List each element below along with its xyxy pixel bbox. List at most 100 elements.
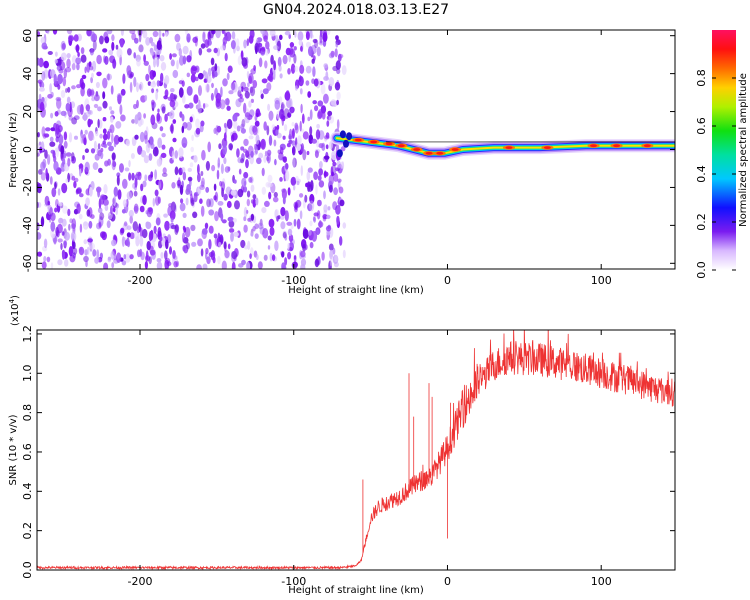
snr-xtick-label: 100 (591, 575, 612, 588)
noise-speck (81, 82, 86, 90)
spectrogram-ylabel: Frequency (Hz) (8, 112, 19, 188)
noise-speck (84, 66, 87, 74)
noise-speck (302, 131, 309, 140)
noise-speck (235, 38, 240, 49)
noise-speck (93, 140, 97, 151)
noise-speck (140, 118, 144, 126)
noise-speck (248, 177, 253, 183)
noise-speck (103, 55, 106, 63)
track-hotspot (436, 151, 444, 155)
noise-speck (151, 88, 155, 94)
noise-speck (67, 157, 71, 167)
noise-speck (84, 129, 88, 135)
spectrogram-xlabel: Height of straight line (km) (288, 285, 424, 296)
spectrogram-xtick-label: -200 (128, 274, 153, 287)
noise-speck (88, 110, 93, 115)
noise-speck (120, 88, 126, 96)
noise-speck (239, 93, 243, 99)
noise-speck (47, 204, 53, 215)
noise-speck (153, 57, 156, 68)
noise-speck (335, 42, 339, 48)
noise-speck (274, 240, 279, 252)
noise-speck (143, 155, 149, 164)
noise-speck (287, 228, 293, 236)
noise-speck (318, 143, 324, 149)
noise-speck (247, 217, 252, 222)
noise-speck (291, 140, 296, 146)
noise-speck (313, 78, 319, 87)
noise-speck (285, 163, 289, 170)
noise-speck (120, 114, 126, 122)
noise-speck (186, 33, 191, 43)
noise-speck (133, 76, 137, 88)
noise-speck (169, 246, 172, 255)
noise-speck (281, 251, 285, 258)
noise-speck (250, 184, 255, 192)
noise-speck (224, 250, 231, 259)
noise-speck (186, 242, 190, 250)
noise-speck (288, 47, 294, 55)
track-burst (339, 130, 346, 139)
noise-speck (254, 42, 259, 53)
noise-speck (230, 40, 236, 50)
noise-speck (294, 65, 299, 72)
noise-speck (47, 51, 53, 55)
noise-speck (71, 117, 77, 125)
noise-speck (305, 31, 310, 41)
noise-speck (85, 104, 91, 112)
noise-speck (342, 249, 346, 259)
spectrogram-ytick-label: -40 (21, 216, 34, 234)
noise-speck (333, 261, 339, 268)
noise-speck (331, 150, 338, 161)
noise-speck (249, 253, 252, 259)
noise-speck (202, 31, 206, 43)
noise-speck (181, 137, 188, 149)
noise-speck (100, 194, 106, 201)
noise-speck (206, 256, 211, 265)
noise-speck (273, 191, 278, 198)
spectrogram-ytick-label: 40 (21, 67, 34, 81)
noise-speck (106, 220, 111, 229)
noise-speck (43, 238, 48, 249)
noise-speck (220, 181, 226, 192)
noise-speck (310, 30, 313, 39)
noise-speck (198, 47, 203, 56)
track-hotspot (505, 146, 513, 150)
noise-speck (88, 89, 95, 96)
noise-speck (178, 147, 184, 158)
signal-track-layer (330, 130, 675, 160)
noise-speck (139, 131, 145, 143)
noise-speck (71, 152, 75, 162)
track-hotspot (354, 138, 362, 142)
noise-speck (157, 137, 163, 149)
noise-speck (68, 223, 71, 231)
noise-speck (95, 131, 99, 137)
noise-speck (181, 114, 185, 122)
noise-speck (143, 113, 147, 119)
noise-speck (144, 174, 148, 182)
noise-speck (284, 170, 290, 182)
noise-speck (65, 178, 69, 183)
noise-speck (215, 30, 221, 39)
noise-speck (37, 57, 41, 66)
noise-speck (66, 53, 71, 59)
noise-speck (268, 218, 275, 228)
noise-speck (210, 57, 215, 66)
noise-speck (61, 43, 66, 50)
noise-speck (72, 241, 76, 249)
noise-speck (213, 127, 217, 134)
noise-speck (63, 150, 67, 159)
noise-speck (223, 132, 227, 142)
noise-speck (197, 238, 203, 247)
noise-speck (66, 96, 71, 104)
noise-speck (41, 42, 48, 50)
noise-speck (257, 222, 264, 230)
noise-speck (40, 216, 45, 227)
noise-speck (218, 241, 222, 248)
noise-speck (290, 63, 296, 74)
noise-speck (49, 136, 54, 142)
noise-speck (144, 261, 148, 269)
noise-speck (230, 189, 237, 196)
noise-speck (265, 49, 269, 56)
noise-speck (226, 118, 233, 130)
